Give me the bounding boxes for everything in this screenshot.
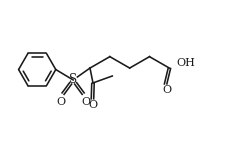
Text: S: S bbox=[69, 73, 77, 86]
Text: O: O bbox=[89, 100, 98, 110]
Text: O: O bbox=[56, 97, 65, 107]
Text: OH: OH bbox=[176, 58, 195, 68]
Text: O: O bbox=[81, 97, 90, 107]
Text: O: O bbox=[162, 85, 171, 95]
